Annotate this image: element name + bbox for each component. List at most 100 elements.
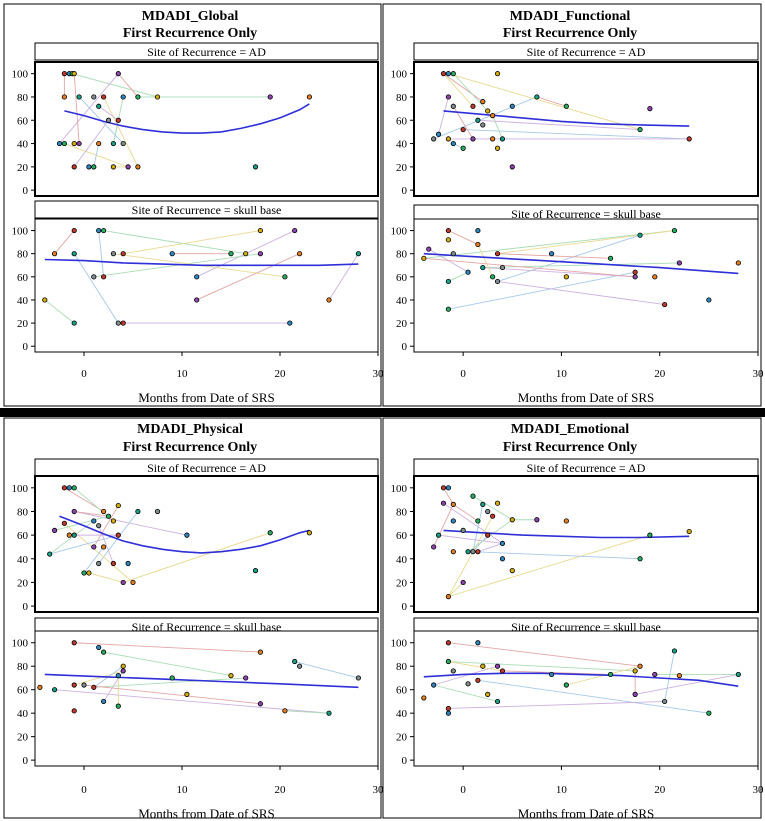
data-point xyxy=(485,108,491,114)
data-point xyxy=(76,94,82,100)
data-point xyxy=(61,520,68,526)
data-point xyxy=(101,544,107,550)
x-tick-label: 20 xyxy=(654,784,666,796)
data-point xyxy=(490,136,496,142)
plot-area xyxy=(34,218,379,353)
x-tick-label: 0 xyxy=(460,784,466,796)
data-point xyxy=(81,570,87,576)
data-point xyxy=(71,640,77,646)
data-point xyxy=(607,671,614,678)
data-point xyxy=(71,682,77,688)
y-tick-label: 40 xyxy=(396,554,408,566)
data-point xyxy=(91,164,97,170)
data-point xyxy=(101,508,107,515)
data-point xyxy=(115,502,121,509)
data-point xyxy=(71,251,77,257)
data-point xyxy=(445,710,451,716)
data-point xyxy=(431,682,437,688)
data-point xyxy=(632,691,638,697)
y-tick-label: 0 xyxy=(23,755,29,767)
data-point xyxy=(257,251,263,257)
data-point xyxy=(465,269,471,275)
x-tick-label: 30 xyxy=(373,368,385,380)
y-tick-label: 20 xyxy=(396,318,408,330)
y-tick-label: 20 xyxy=(17,162,29,174)
panel-skull-base: Site of Recurrence = skull base020406080… xyxy=(12,617,379,767)
y-tick-label: 0 xyxy=(402,341,408,353)
data-point xyxy=(243,675,249,681)
data-point xyxy=(450,140,456,147)
data-point xyxy=(96,523,102,529)
data-point xyxy=(440,485,447,491)
data-point xyxy=(71,708,77,714)
y-tick-label: 80 xyxy=(17,249,29,261)
data-point xyxy=(355,251,361,257)
data-point xyxy=(71,71,77,77)
subject-line xyxy=(453,504,479,522)
data-point xyxy=(228,673,234,679)
subject-line xyxy=(497,234,641,282)
subject-line xyxy=(328,253,359,301)
quadrant-frame xyxy=(382,417,762,819)
data-point xyxy=(499,668,506,674)
data-point xyxy=(120,668,126,674)
y-tick-label: 20 xyxy=(396,732,408,744)
subject-line xyxy=(103,651,232,677)
subject-line xyxy=(443,73,484,102)
panel-skull-base: Site of Recurrence = skull base020406080… xyxy=(391,617,759,767)
data-point xyxy=(632,274,638,280)
panel-strip xyxy=(34,42,379,61)
y-tick-label: 80 xyxy=(17,92,29,104)
data-point xyxy=(71,532,77,538)
x-tick-label: 30 xyxy=(753,784,765,796)
data-point xyxy=(647,532,653,538)
data-point xyxy=(652,274,658,280)
subject-line xyxy=(98,525,114,564)
data-point xyxy=(563,274,569,280)
data-point xyxy=(115,703,121,709)
chart-mdadi-emotional: MDADI_Emotional First Recurrence Only Site… xyxy=(391,422,765,821)
y-tick-label: 40 xyxy=(17,295,29,307)
data-point xyxy=(125,560,131,567)
data-point xyxy=(470,103,476,109)
data-point xyxy=(86,164,92,170)
subject-line xyxy=(74,670,124,686)
data-point xyxy=(96,227,102,234)
subject-line xyxy=(448,661,503,672)
chart-title: MDADI_Global xyxy=(142,9,239,24)
subject-line xyxy=(49,534,119,555)
data-point xyxy=(110,140,117,147)
data-point xyxy=(450,668,456,674)
data-point xyxy=(509,103,515,109)
data-point xyxy=(51,527,58,534)
data-point xyxy=(101,698,107,705)
panel-ad: Site of Recurrence = AD 0 20 40 60 80 100 xyxy=(391,458,759,613)
data-point xyxy=(326,297,332,303)
y-tick-label: 60 xyxy=(396,685,408,697)
subject-line xyxy=(93,677,246,688)
data-point xyxy=(445,136,451,142)
subject-line xyxy=(448,271,469,282)
data-point xyxy=(499,264,506,271)
subject-line xyxy=(448,230,479,245)
y-tick-label: 40 xyxy=(17,708,29,720)
data-point xyxy=(475,640,481,646)
data-point xyxy=(56,140,63,147)
y-tick-label: 80 xyxy=(17,506,29,518)
y-tick-label: 60 xyxy=(396,530,408,542)
subject-line xyxy=(438,96,449,135)
data-point xyxy=(115,320,121,326)
y-tick-label: 0 xyxy=(402,601,408,613)
data-point xyxy=(306,530,312,536)
data-point xyxy=(450,549,456,555)
data-point xyxy=(686,528,692,535)
subject-line xyxy=(472,551,641,560)
plot-area xyxy=(34,630,379,767)
data-point xyxy=(662,698,668,705)
data-point xyxy=(37,684,43,690)
data-point xyxy=(252,164,259,170)
data-point xyxy=(445,306,451,312)
data-point xyxy=(120,663,126,669)
subject-line xyxy=(196,253,300,301)
